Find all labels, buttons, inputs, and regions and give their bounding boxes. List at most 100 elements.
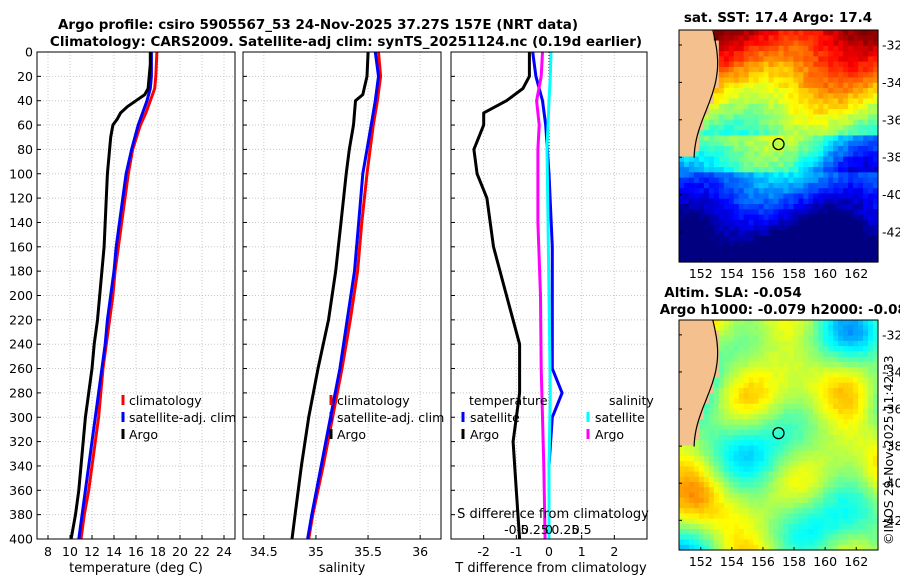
map-cell [813, 256, 819, 263]
map-cell [693, 393, 700, 400]
map-cell [803, 256, 809, 263]
map-cell [713, 156, 720, 163]
map-cell [868, 419, 874, 426]
map-cell [838, 219, 844, 226]
map-cell [823, 204, 829, 210]
map-cell [818, 440, 824, 447]
map-cell [733, 429, 740, 436]
map-cell [788, 114, 795, 121]
map-cell [858, 361, 864, 368]
map-cell [853, 534, 859, 541]
map-cell [853, 30, 859, 36]
map-cell [768, 182, 775, 189]
map-cell [868, 372, 874, 379]
map-cell [778, 230, 785, 237]
map-cell [753, 98, 760, 105]
map-cell [723, 151, 730, 158]
map-cell [763, 529, 770, 535]
map-cell [848, 182, 854, 189]
map-cell [698, 335, 705, 342]
y-tick-label: 300 [9, 410, 33, 425]
map-cell [718, 539, 725, 546]
map-cell [698, 66, 705, 73]
map-cell [733, 387, 740, 394]
map-cell [698, 45, 705, 52]
y-tick-label: 20 [17, 69, 33, 84]
map-cell [828, 66, 834, 73]
map-cell [828, 529, 834, 535]
map-cell [753, 72, 760, 79]
map-cell [703, 539, 710, 546]
map-cell [763, 487, 770, 494]
map-cell [708, 529, 715, 535]
map-cell [818, 130, 824, 137]
map-cell [743, 340, 750, 347]
map-cell [793, 539, 799, 546]
map-cell [679, 177, 685, 184]
map-cell [693, 461, 700, 467]
map-cell [733, 188, 740, 195]
map-cell [778, 77, 785, 84]
map-cell [718, 471, 725, 478]
map-cell [679, 424, 685, 431]
map-cell [738, 82, 745, 89]
map-cell [868, 393, 874, 400]
map-cell [743, 77, 750, 84]
map-cell [753, 151, 760, 158]
map-cell [733, 130, 740, 137]
map-cell [723, 66, 730, 73]
map-cell [848, 82, 854, 89]
map-cell [758, 146, 765, 152]
map-cell [853, 88, 859, 94]
map-cell [858, 544, 864, 551]
map-cell [758, 539, 765, 546]
map-cell [768, 325, 775, 332]
map-cell [843, 30, 849, 36]
map-cell [693, 235, 700, 242]
map-cell [848, 356, 854, 363]
map-cell [818, 403, 824, 410]
map-cell [703, 119, 710, 126]
map-cell [748, 340, 755, 347]
map-cell [778, 320, 785, 326]
map-cell [803, 193, 809, 200]
map-cell [823, 240, 829, 247]
map-cell [768, 35, 775, 42]
map-cell [853, 440, 859, 447]
y-tick-label: 160 [9, 239, 33, 254]
map-cell [808, 130, 814, 137]
map-cell [743, 56, 750, 63]
map-cell [703, 487, 710, 494]
map-cell [818, 320, 824, 326]
map-cell [808, 529, 814, 535]
map-cell [798, 335, 804, 342]
map-cell [823, 119, 829, 126]
map-cell [873, 346, 879, 352]
map-cell [703, 77, 710, 84]
x2-tick-label: 0 [545, 522, 553, 537]
map-cell [688, 403, 695, 410]
map-cell [873, 523, 879, 530]
map-cell [783, 209, 790, 216]
map-cell [748, 114, 755, 121]
map-cell [773, 82, 780, 89]
map-cell [793, 77, 799, 84]
map-cell [738, 403, 745, 410]
map-cell [743, 346, 750, 352]
map-cell [733, 461, 740, 467]
map-cell [683, 539, 690, 546]
map-cell [738, 119, 745, 126]
map-cell [858, 156, 864, 163]
map-cell [773, 177, 780, 184]
map-cell [868, 523, 874, 530]
map-cell [813, 497, 819, 504]
map-cell [788, 361, 795, 368]
map-cell [853, 72, 859, 79]
map-cell [743, 455, 750, 462]
map-cell [838, 455, 844, 462]
map-cell [773, 461, 780, 467]
map-cell [793, 403, 799, 410]
map-cell [868, 219, 874, 226]
map-cell [828, 487, 834, 494]
